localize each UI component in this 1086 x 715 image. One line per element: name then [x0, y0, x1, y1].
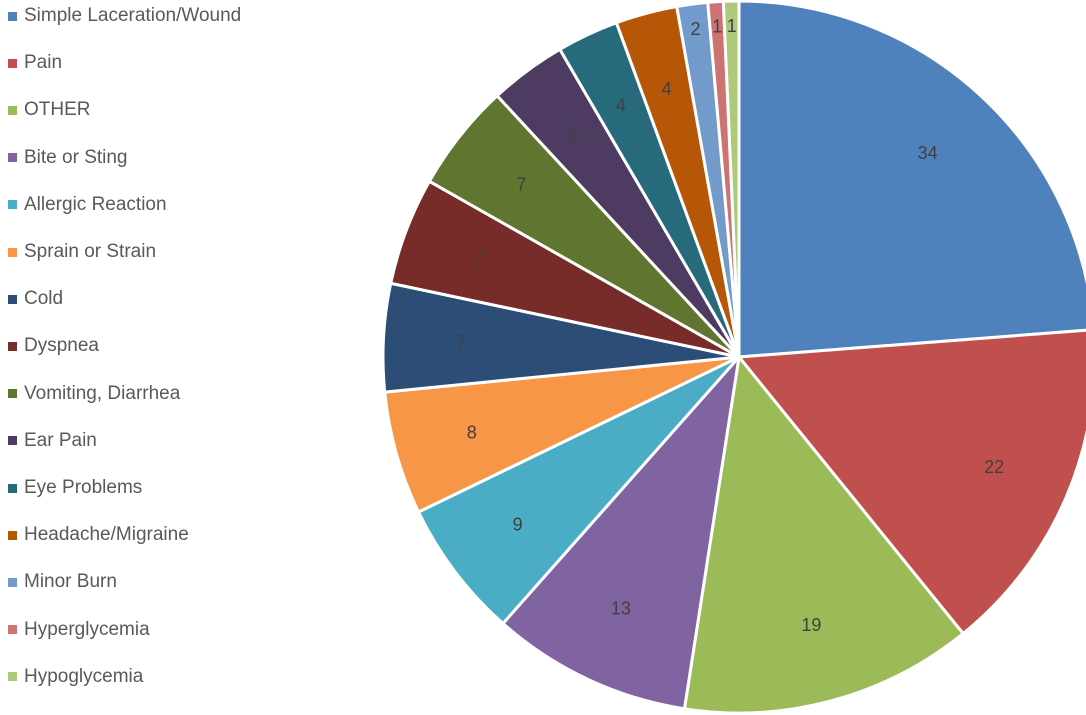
pie-slice-15 [721, 0, 741, 359]
data-label-6: 8 [467, 422, 477, 442]
legend-label: Bite or Sting [24, 146, 128, 168]
data-label-13: 2 [690, 19, 700, 39]
legend-label: Vomiting, Diarrhea [24, 382, 181, 404]
data-label-2: 22 [984, 457, 1004, 477]
data-label-4: 13 [611, 598, 631, 618]
data-label-11: 4 [616, 96, 626, 116]
legend-label: Eye Problems [24, 477, 143, 498]
data-label-1: 34 [918, 143, 938, 163]
data-label-5: 9 [513, 515, 523, 535]
legend-swatch [8, 200, 17, 210]
data-label-15: 1 [727, 16, 737, 36]
legend-item: Headache/Migraine [8, 522, 189, 548]
data-label-14: 1 [712, 17, 722, 37]
legend-label: Allergic Reaction [24, 193, 167, 215]
legend-swatch [8, 153, 17, 163]
legend-item: OTHER [8, 97, 91, 123]
legend-item: Sprain or Strain [8, 239, 156, 265]
data-label-10: 5 [569, 124, 579, 144]
legend-item: Dyspnea [8, 333, 99, 359]
data-label-7: 7 [457, 332, 467, 352]
legend-swatch [8, 530, 17, 540]
legend-label: Headache/Migraine [24, 524, 189, 546]
data-label-9: 7 [516, 175, 526, 195]
legend-label: Hypoglycemia [24, 665, 144, 687]
legend-label: Minor Burn [24, 571, 117, 593]
data-label-12: 4 [662, 79, 672, 99]
legend-swatch [8, 625, 17, 635]
legend-swatch [8, 341, 17, 351]
legend-swatch [8, 436, 17, 446]
legend-label: Ear Pain [24, 429, 97, 451]
legend-swatch [8, 11, 17, 21]
pie-slice-3 [682, 355, 965, 715]
legend-item: Hypoglycemia [8, 664, 143, 690]
legend-label: Hyperglycemia [24, 618, 150, 640]
legend-item: Hyperglycemia [8, 617, 150, 643]
legend-label: OTHER [24, 99, 91, 121]
legend-label: Simple Laceration/Wound [24, 5, 242, 26]
legend-item: Ear Pain [8, 428, 97, 454]
data-label-3: 19 [801, 615, 821, 635]
data-label-8: 7 [474, 249, 484, 269]
pie-slice-1 [737, 0, 1086, 359]
legend-item: Eye Problems [8, 475, 142, 501]
legend-item: Simple Laceration/Wound [8, 3, 241, 29]
legend-swatch [8, 58, 17, 68]
legend-item: Cold [8, 286, 63, 312]
legend-label: Cold [24, 288, 64, 310]
legend-item: Minor Burn [8, 569, 117, 595]
pie-slice-4 [501, 355, 741, 711]
legend-swatch [8, 294, 17, 304]
legend-swatch [8, 577, 17, 587]
legend-swatch [8, 483, 17, 493]
legend-swatch [8, 105, 17, 115]
legend-swatch [8, 672, 17, 682]
legend-swatch [8, 389, 17, 399]
legend-item: Pain [8, 50, 62, 76]
legend-label: Dyspnea [24, 335, 99, 357]
legend-item: Allergic Reaction [8, 192, 167, 218]
legend-swatch [8, 247, 17, 257]
pie-slice-5 [417, 355, 741, 625]
legend-label: Pain [24, 52, 63, 74]
legend-label: Sprain or Strain [24, 241, 157, 262]
pie-slice-2 [737, 328, 1086, 636]
legend-item: Vomiting, Diarrhea [8, 381, 180, 407]
legend-item: Bite or Sting [8, 145, 128, 171]
